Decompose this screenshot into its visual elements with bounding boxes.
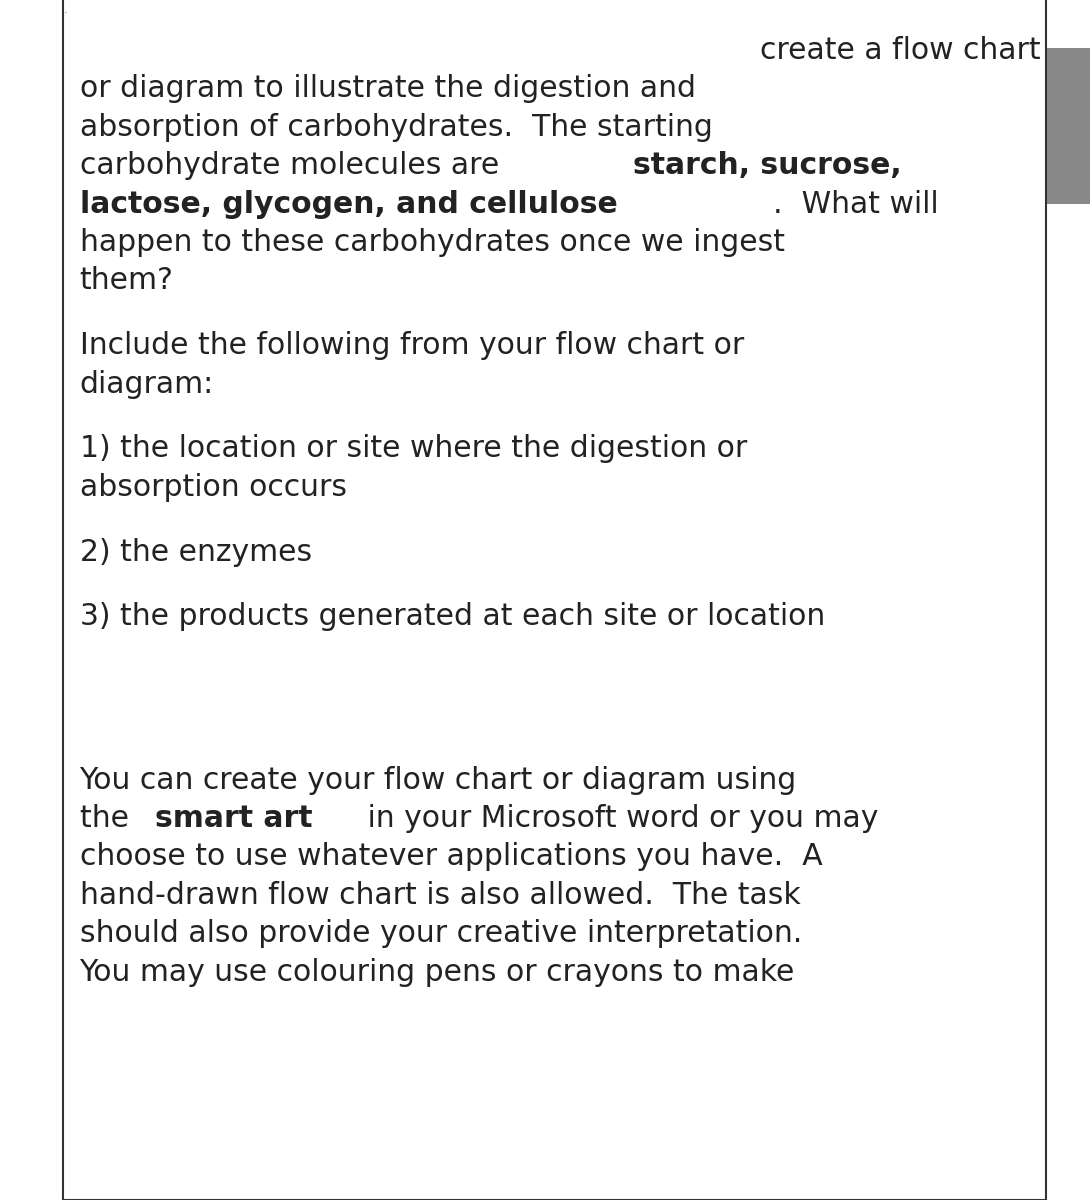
Text: or diagram to illustrate the digestion and: or diagram to illustrate the digestion a…	[80, 74, 695, 103]
Text: choose to use whatever applications you have.  A: choose to use whatever applications you …	[80, 842, 822, 871]
Text: 3) the products generated at each site or location: 3) the products generated at each site o…	[80, 602, 825, 631]
Text: carbohydrate molecules are: carbohydrate molecules are	[80, 151, 508, 180]
Text: smart art: smart art	[155, 804, 313, 833]
Text: You may use colouring pens or crayons to make: You may use colouring pens or crayons to…	[80, 958, 795, 986]
Text: 1) the location or site where the digestion or: 1) the location or site where the digest…	[80, 434, 747, 463]
Text: Include the following from your flow chart or: Include the following from your flow cha…	[80, 331, 743, 360]
Text: create a flow chart: create a flow chart	[761, 36, 1041, 65]
FancyBboxPatch shape	[1046, 48, 1090, 204]
Text: happen to these carbohydrates once we ingest: happen to these carbohydrates once we in…	[80, 228, 785, 257]
Text: starch, sucrose,: starch, sucrose,	[633, 151, 901, 180]
Text: .: .	[63, 5, 68, 14]
Text: in your Microsoft word or you may: in your Microsoft word or you may	[359, 804, 879, 833]
Text: .  What will: . What will	[774, 190, 940, 218]
Text: them?: them?	[80, 266, 173, 295]
Text: hand-drawn flow chart is also allowed.  The task: hand-drawn flow chart is also allowed. T…	[80, 881, 800, 910]
Text: should also provide your creative interpretation.: should also provide your creative interp…	[80, 919, 802, 948]
Text: absorption of carbohydrates.  The starting: absorption of carbohydrates. The startin…	[80, 113, 713, 142]
Text: the: the	[80, 804, 138, 833]
Text: absorption occurs: absorption occurs	[80, 473, 347, 502]
Text: lactose, glycogen, and cellulose: lactose, glycogen, and cellulose	[80, 190, 617, 218]
Text: diagram:: diagram:	[80, 370, 214, 398]
Text: 2) the enzymes: 2) the enzymes	[80, 538, 312, 566]
Text: You can create your flow chart or diagram using: You can create your flow chart or diagra…	[80, 766, 797, 794]
